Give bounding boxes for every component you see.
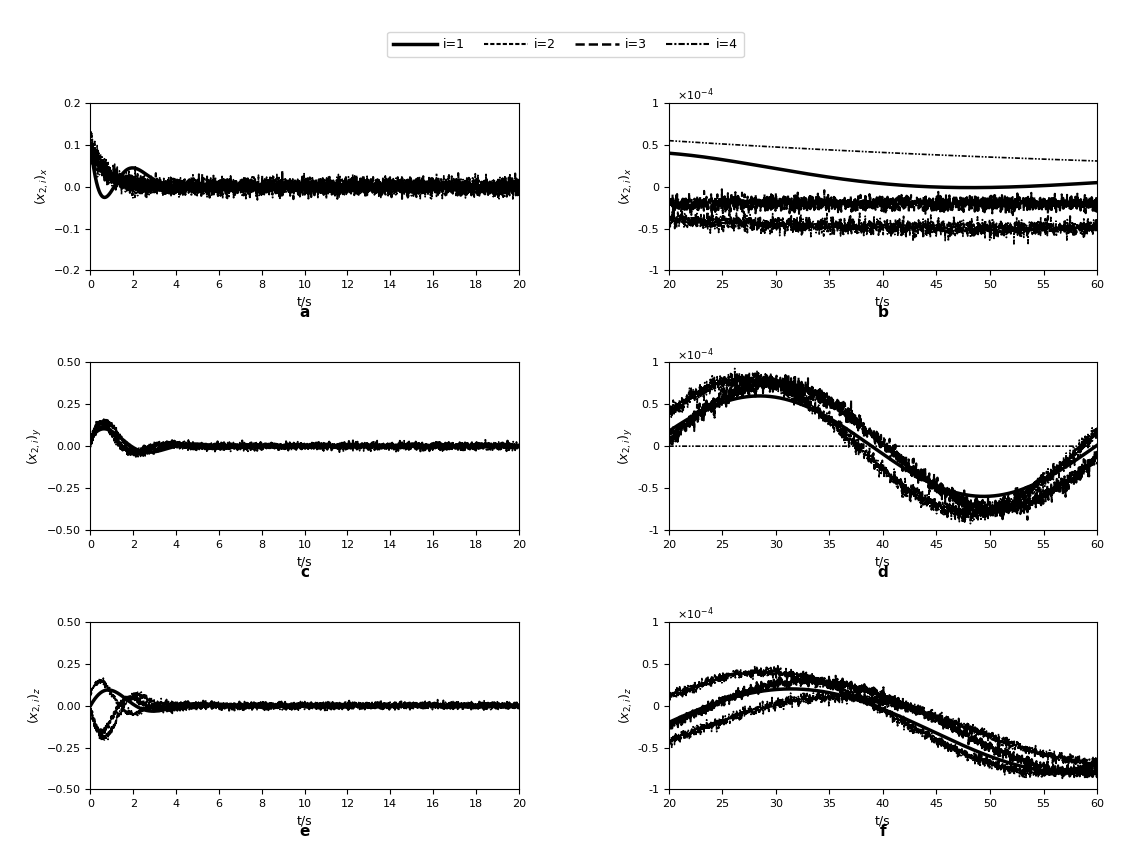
X-axis label: t/s: t/s: [296, 814, 312, 828]
X-axis label: t/s: t/s: [296, 296, 312, 309]
Y-axis label: $(x_{2,i})_y$: $(x_{2,i})_y$: [616, 427, 634, 465]
Text: $\times10^{-4}$: $\times10^{-4}$: [677, 87, 714, 103]
X-axis label: t/s: t/s: [875, 814, 891, 828]
Legend: i=1, i=2, i=3, i=4: i=1, i=2, i=3, i=4: [387, 32, 744, 57]
Text: b: b: [878, 305, 888, 320]
X-axis label: t/s: t/s: [296, 555, 312, 568]
Y-axis label: $(x_{2,i})_y$: $(x_{2,i})_y$: [26, 427, 44, 465]
Y-axis label: $(x_{2,i})_x$: $(x_{2,i})_x$: [618, 168, 634, 205]
Y-axis label: $(x_{2,i})_x$: $(x_{2,i})_x$: [34, 168, 51, 205]
Text: e: e: [300, 825, 310, 839]
X-axis label: t/s: t/s: [875, 555, 891, 568]
X-axis label: t/s: t/s: [875, 296, 891, 309]
Y-axis label: $(x_{2,i})_z$: $(x_{2,i})_z$: [26, 687, 44, 724]
Text: $\times10^{-4}$: $\times10^{-4}$: [677, 346, 714, 362]
Text: a: a: [300, 305, 310, 320]
Text: c: c: [300, 565, 309, 580]
Text: $\times10^{-4}$: $\times10^{-4}$: [677, 606, 714, 622]
Text: f: f: [880, 825, 887, 839]
Y-axis label: $(x_{2,i})_z$: $(x_{2,i})_z$: [618, 687, 634, 724]
Text: d: d: [878, 565, 888, 580]
